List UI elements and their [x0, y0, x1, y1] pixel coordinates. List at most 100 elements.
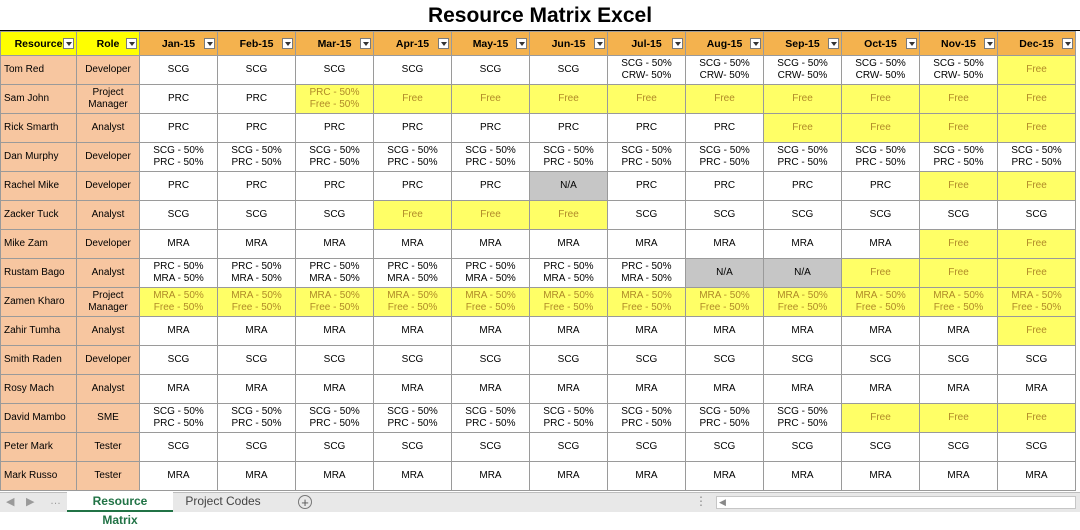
allocation-cell[interactable]: PRC: [139, 171, 218, 201]
filter-dropdown-icon[interactable]: [360, 38, 371, 49]
allocation-cell[interactable]: MRA: [139, 316, 218, 346]
allocation-cell[interactable]: MRA: [919, 374, 998, 404]
filter-dropdown-icon[interactable]: [1062, 38, 1073, 49]
allocation-cell[interactable]: SCG: [451, 345, 530, 375]
resource-name-cell[interactable]: David Mambo: [0, 403, 77, 433]
allocation-cell[interactable]: SCG: [997, 200, 1076, 230]
allocation-cell[interactable]: SCG: [685, 200, 764, 230]
allocation-cell[interactable]: MRA - 50% Free - 50%: [841, 287, 920, 317]
allocation-cell[interactable]: SCG: [373, 345, 452, 375]
more-sheets-icon[interactable]: …: [50, 495, 61, 507]
allocation-cell[interactable]: SCG - 50% PRC - 50%: [763, 403, 842, 433]
allocation-cell[interactable]: SCG - 50% PRC - 50%: [841, 142, 920, 172]
role-cell[interactable]: Tester: [76, 432, 140, 462]
allocation-cell[interactable]: PRC - 50% MRA - 50%: [529, 258, 608, 288]
allocation-cell[interactable]: MRA - 50% Free - 50%: [607, 287, 686, 317]
allocation-cell[interactable]: MRA: [451, 461, 530, 491]
filter-dropdown-icon[interactable]: [516, 38, 527, 49]
allocation-cell[interactable]: SCG - 50% PRC - 50%: [763, 142, 842, 172]
allocation-cell[interactable]: MRA - 50% Free - 50%: [139, 287, 218, 317]
allocation-cell[interactable]: SCG: [997, 432, 1076, 462]
allocation-cell[interactable]: SCG: [919, 432, 998, 462]
allocation-cell[interactable]: SCG: [919, 345, 998, 375]
allocation-cell[interactable]: SCG - 50% CRW- 50%: [685, 55, 764, 85]
allocation-cell[interactable]: MRA: [295, 374, 374, 404]
allocation-cell[interactable]: PRC: [451, 113, 530, 143]
allocation-cell[interactable]: SCG - 50% CRW- 50%: [919, 55, 998, 85]
allocation-cell[interactable]: PRC: [295, 113, 374, 143]
allocation-cell[interactable]: PRC: [763, 171, 842, 201]
allocation-cell[interactable]: SCG - 50% PRC - 50%: [295, 142, 374, 172]
resource-name-cell[interactable]: Smith Raden: [0, 345, 77, 375]
allocation-cell[interactable]: Free: [997, 403, 1076, 433]
filter-dropdown-icon[interactable]: [204, 38, 215, 49]
allocation-cell[interactable]: MRA: [373, 316, 452, 346]
allocation-cell[interactable]: SCG: [295, 55, 374, 85]
allocation-cell[interactable]: MRA: [451, 316, 530, 346]
allocation-cell[interactable]: Free: [919, 113, 998, 143]
resource-name-cell[interactable]: Rustam Bago: [0, 258, 77, 288]
allocation-cell[interactable]: SCG - 50% CRW- 50%: [607, 55, 686, 85]
allocation-cell[interactable]: Free: [373, 200, 452, 230]
role-cell[interactable]: Analyst: [76, 113, 140, 143]
allocation-cell[interactable]: SCG: [685, 432, 764, 462]
role-cell[interactable]: SME: [76, 403, 140, 433]
allocation-cell[interactable]: MRA: [763, 461, 842, 491]
allocation-cell[interactable]: MRA: [841, 374, 920, 404]
allocation-cell[interactable]: SCG - 50% PRC - 50%: [139, 142, 218, 172]
allocation-cell[interactable]: MRA: [763, 374, 842, 404]
allocation-cell[interactable]: MRA - 50% Free - 50%: [919, 287, 998, 317]
allocation-cell[interactable]: Free: [763, 84, 842, 114]
allocation-cell[interactable]: Free: [607, 84, 686, 114]
role-cell[interactable]: Developer: [76, 171, 140, 201]
header-month[interactable]: Oct-15: [841, 31, 920, 56]
allocation-cell[interactable]: SCG: [529, 345, 608, 375]
allocation-cell[interactable]: Free: [997, 113, 1076, 143]
allocation-cell[interactable]: SCG: [997, 345, 1076, 375]
filter-dropdown-icon[interactable]: [906, 38, 917, 49]
resource-name-cell[interactable]: Zamen Kharo: [0, 287, 77, 317]
allocation-cell[interactable]: Free: [919, 258, 998, 288]
allocation-cell[interactable]: SCG: [529, 55, 608, 85]
role-cell[interactable]: Tester: [76, 461, 140, 491]
allocation-cell[interactable]: Free: [997, 229, 1076, 259]
allocation-cell[interactable]: PRC: [373, 113, 452, 143]
header-month[interactable]: Aug-15: [685, 31, 764, 56]
header-month[interactable]: Sep-15: [763, 31, 842, 56]
allocation-cell[interactable]: PRC - 50% MRA - 50%: [373, 258, 452, 288]
filter-dropdown-icon[interactable]: [438, 38, 449, 49]
tab-project-codes[interactable]: Project Codes: [185, 494, 261, 508]
resource-name-cell[interactable]: Peter Mark: [0, 432, 77, 462]
allocation-cell[interactable]: MRA: [373, 461, 452, 491]
resource-name-cell[interactable]: Zacker Tuck: [0, 200, 77, 230]
allocation-cell[interactable]: SCG - 50% PRC - 50%: [997, 142, 1076, 172]
role-cell[interactable]: Project Manager: [76, 287, 140, 317]
allocation-cell[interactable]: PRC: [841, 171, 920, 201]
allocation-cell[interactable]: MRA: [841, 316, 920, 346]
header-month[interactable]: Jun-15: [529, 31, 608, 56]
allocation-cell[interactable]: SCG: [217, 55, 296, 85]
allocation-cell[interactable]: MRA: [373, 374, 452, 404]
allocation-cell[interactable]: MRA - 50% Free - 50%: [217, 287, 296, 317]
header-month[interactable]: Nov-15: [919, 31, 998, 56]
allocation-cell[interactable]: PRC: [217, 171, 296, 201]
allocation-cell[interactable]: MRA: [607, 229, 686, 259]
allocation-cell[interactable]: SCG - 50% PRC - 50%: [529, 403, 608, 433]
allocation-cell[interactable]: MRA: [763, 229, 842, 259]
allocation-cell[interactable]: SCG: [607, 200, 686, 230]
filter-dropdown-icon[interactable]: [828, 38, 839, 49]
allocation-cell[interactable]: MRA: [139, 461, 218, 491]
allocation-cell[interactable]: MRA: [997, 374, 1076, 404]
allocation-cell[interactable]: MRA - 50% Free - 50%: [451, 287, 530, 317]
allocation-cell[interactable]: SCG - 50% PRC - 50%: [607, 142, 686, 172]
filter-dropdown-icon[interactable]: [672, 38, 683, 49]
allocation-cell[interactable]: MRA: [529, 374, 608, 404]
header-month[interactable]: Mar-15: [295, 31, 374, 56]
header-month[interactable]: May-15: [451, 31, 530, 56]
allocation-cell[interactable]: SCG: [139, 432, 218, 462]
allocation-cell[interactable]: SCG: [295, 432, 374, 462]
scrollbar-left-arrow-icon[interactable]: ◀: [719, 497, 726, 507]
resource-name-cell[interactable]: Tom Red: [0, 55, 77, 85]
allocation-cell[interactable]: SCG: [763, 432, 842, 462]
allocation-cell[interactable]: MRA - 50% Free - 50%: [997, 287, 1076, 317]
